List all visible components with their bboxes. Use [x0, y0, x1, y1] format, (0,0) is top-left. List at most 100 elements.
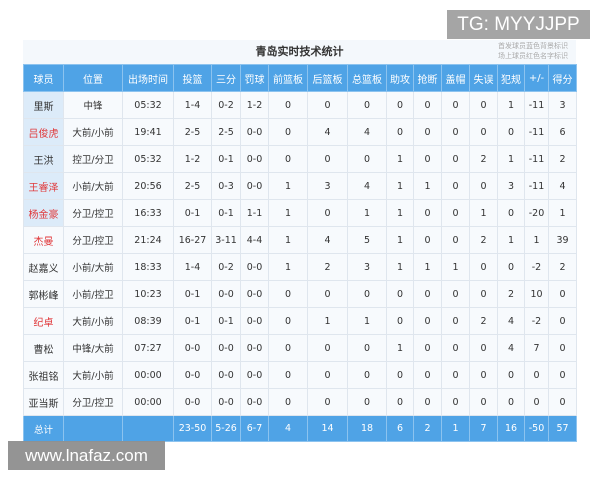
stat-cell: 1: [386, 226, 414, 254]
stat-cell: 0: [441, 91, 470, 119]
total-row: 总计 23-50 5-26 6-7 4 14 18 6 2 1 7 16 -50 57: [23, 415, 577, 442]
stat-cell: 0: [413, 199, 442, 227]
stat-cell: 0: [441, 145, 470, 173]
stat-cell: -11: [524, 172, 549, 200]
stat-cell: 0: [548, 334, 577, 362]
stat-cell: 0: [268, 361, 308, 389]
stat-cell: 0: [469, 280, 498, 308]
stat-cell: 0: [469, 388, 498, 416]
total-cell: 7: [469, 415, 498, 442]
player-name: 纪卓: [23, 307, 64, 335]
stat-cell: 4: [497, 334, 525, 362]
stat-cell: -20: [524, 199, 549, 227]
column-header: 位置: [63, 64, 123, 92]
stat-cell: 1: [386, 199, 414, 227]
total-cell: 18: [347, 415, 387, 442]
column-header: 三分: [211, 64, 241, 92]
stat-cell: 5: [347, 226, 387, 254]
stat-cell: 0: [268, 91, 308, 119]
stat-cell: 0-1: [173, 199, 212, 227]
stat-cell: 0-1: [211, 307, 241, 335]
stat-cell: 1: [307, 307, 348, 335]
column-header: 得分: [548, 64, 577, 92]
column-header: 助攻: [386, 64, 414, 92]
stat-cell: 0-0: [211, 334, 241, 362]
player-name: 杨金豪: [23, 199, 64, 227]
stat-cell: 0: [347, 388, 387, 416]
total-cell: 57: [548, 415, 577, 442]
stat-cell: 1: [386, 334, 414, 362]
total-cell: [63, 415, 123, 442]
stat-cell: 2: [469, 226, 498, 254]
stat-cell: 20:56: [122, 172, 174, 200]
column-header: 前篮板: [268, 64, 308, 92]
stat-cell: 0: [548, 388, 577, 416]
stat-cell: 3: [548, 91, 577, 119]
total-cell: -50: [524, 415, 549, 442]
stat-cell: 21:24: [122, 226, 174, 254]
stat-cell: 0: [524, 388, 549, 416]
stat-cell: 0: [347, 361, 387, 389]
total-cell: 4: [268, 415, 308, 442]
stat-cell: 1: [268, 172, 308, 200]
stat-cell: 0: [469, 172, 498, 200]
stat-cell: 0: [497, 388, 525, 416]
stat-cell: 分卫/控卫: [63, 388, 123, 416]
player-row: 曹松 中锋/大前 07:27 0-0 0-0 0-0 0 0 0 1 0 0 0 4 7 0: [23, 334, 577, 362]
stat-cell: 0-0: [240, 280, 269, 308]
player-row: 纪卓 大前/小前 08:39 0-1 0-1 0-0 0 1 1 0 0 0 2 4 -2 0: [23, 307, 577, 335]
column-header: +/-: [524, 64, 549, 92]
total-cell: [122, 415, 174, 442]
stat-cell: 2-5: [173, 172, 212, 200]
stat-cell: 0: [413, 280, 442, 308]
stat-cell: 4: [548, 172, 577, 200]
stat-cell: 0: [413, 226, 442, 254]
stat-cell: 0-1: [173, 280, 212, 308]
stat-cell: 0: [441, 172, 470, 200]
column-header: 犯规: [497, 64, 525, 92]
stat-cell: 分卫/控卫: [63, 226, 123, 254]
stat-cell: 3: [497, 172, 525, 200]
legend: 首发球员蓝色背景标识 场上球员红色名字标识: [498, 41, 568, 61]
stat-cell: 0-2: [211, 253, 241, 281]
stat-cell: 0: [497, 361, 525, 389]
stat-cell: 0: [386, 307, 414, 335]
player-row: 杨金豪 分卫/控卫 16:33 0-1 0-1 1-1 1 0 1 1 0 0 1 0 -20 1: [23, 199, 577, 227]
player-row: 郭彬峰 小前/控卫 10:23 0-1 0-0 0-0 0 0 0 0 0 0 0 2 10 0: [23, 280, 577, 308]
stat-cell: 3-11: [211, 226, 241, 254]
stat-cell: 中锋: [63, 91, 123, 119]
stat-cell: 小前/大前: [63, 172, 123, 200]
stat-cell: 0-0: [240, 145, 269, 173]
legend-starter: 首发球员蓝色背景标识: [498, 42, 568, 50]
player-row: 赵嘉义 小前/大前 18:33 1-4 0-2 0-0 1 2 3 1 1 1 0 0 -2 2: [23, 253, 577, 281]
stat-cell: 0: [347, 280, 387, 308]
column-header: 罚球: [240, 64, 269, 92]
stat-cell: 18:33: [122, 253, 174, 281]
stat-cell: -11: [524, 145, 549, 173]
column-header: 盖帽: [441, 64, 470, 92]
player-name: 王洪: [23, 145, 64, 173]
stat-cell: 1: [386, 253, 414, 281]
stat-cell: 0: [497, 199, 525, 227]
stat-cell: 4: [307, 118, 348, 146]
stat-cell: 2: [307, 253, 348, 281]
stat-cell: 0: [441, 388, 470, 416]
player-name: 郭彬峰: [23, 280, 64, 308]
stat-cell: 0: [268, 118, 308, 146]
stat-cell: 0-0: [211, 280, 241, 308]
stat-cell: 0: [307, 91, 348, 119]
player-row: 吕俊虎 大前/小前 19:41 2-5 2-5 0-0 0 4 4 0 0 0 0 0 -11 6: [23, 118, 577, 146]
stat-cell: 1: [413, 253, 442, 281]
total-cell: 6: [386, 415, 414, 442]
stat-cell: 1-1: [240, 199, 269, 227]
total-cell: 14: [307, 415, 348, 442]
stat-cell: 1: [441, 253, 470, 281]
stat-cell: 7: [524, 334, 549, 362]
stat-cell: 0: [441, 334, 470, 362]
stat-cell: 0: [469, 361, 498, 389]
stat-cell: 大前/小前: [63, 307, 123, 335]
stat-cell: 1: [347, 307, 387, 335]
stat-cell: 0: [469, 118, 498, 146]
stat-cell: 4: [307, 226, 348, 254]
column-header: 球员: [23, 64, 64, 92]
